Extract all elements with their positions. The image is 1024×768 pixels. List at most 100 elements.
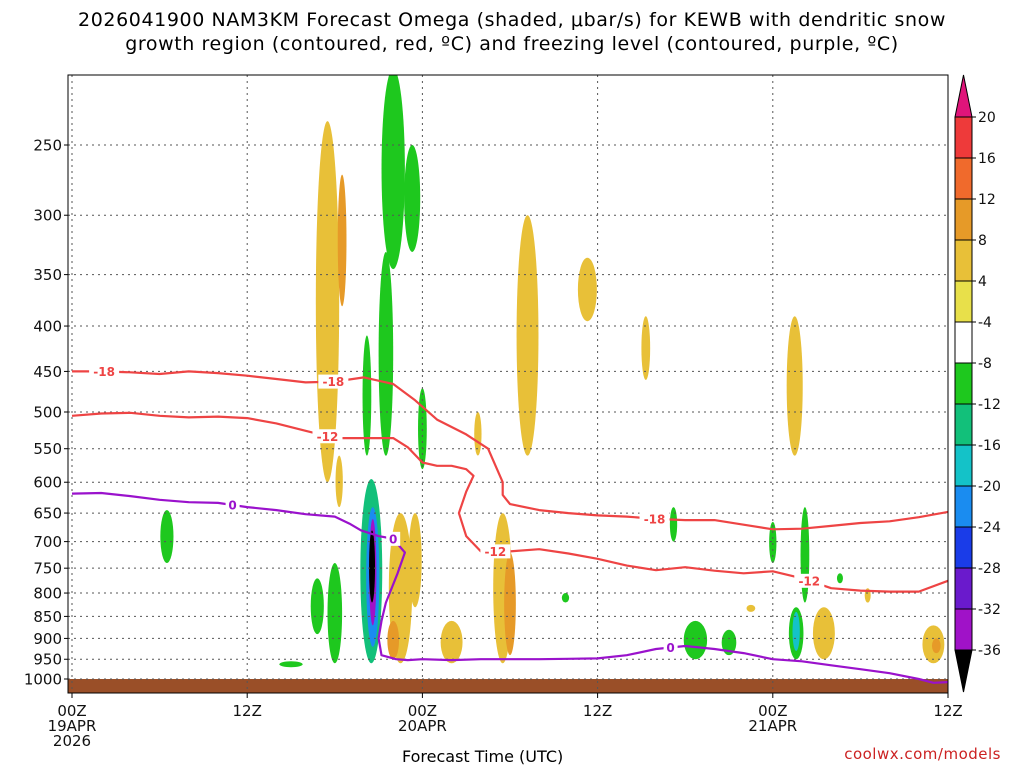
omega-shading [160,75,945,668]
colorbar: 20 16 12 8 4 -4 -8 -12 -16 -20 -24 -28 -32 -36 [954,74,1001,693]
omega-cell [381,75,405,270]
chart-title-line2: growth region (contoured, red, ºC) and f… [125,33,899,55]
y-tick-label: 750 [33,560,62,578]
colorbar-box [954,362,973,405]
omega-cell [315,121,340,483]
colorbar-box [954,116,973,159]
contour-label: -18 [322,375,344,389]
omega-cell [683,620,708,660]
omega-cell [931,638,941,654]
colorbar-label: -28 [978,561,1001,577]
contour-label: -12 [485,545,507,559]
y-tick-label: 400 [33,318,62,336]
omega-cell [378,251,394,456]
contour-label: 0 [666,641,674,655]
contour-label: 0 [228,498,236,512]
colorbar-box [954,321,973,364]
contour-label: -18 [644,512,666,526]
x-tick-label: 12Z [233,702,262,720]
y-tick-label: 550 [33,440,62,458]
colorbar-min-triangle [954,649,973,693]
omega-cell [404,145,421,252]
y-tick-label: 250 [33,137,62,155]
colorbar-label: -12 [978,397,1001,413]
contour-labels: -18 -18 -18 -12 -12 -12 0 0 0 [89,364,825,655]
contour-label-bg [225,497,240,512]
omega-cell [310,578,324,635]
y-tick-label: 600 [33,474,62,492]
colorbar-label: 4 [978,274,987,290]
x-tick-label: 00Z [758,702,787,720]
omega-cell [669,507,678,542]
y-tick-label: 350 [33,266,62,284]
colorbar-label: -24 [978,520,1001,536]
colorbar-label: -4 [978,315,992,331]
contour-label: -18 [93,365,115,379]
omega-cell [327,563,343,664]
x-tick-label: 00Z [57,702,86,720]
omega-cell [160,510,174,564]
contour-label-bg [89,364,120,379]
x-tick-label: 21APR [748,717,797,735]
colorbar-label: 12 [978,192,996,208]
colorbar-box [954,444,973,487]
omega-cell [279,661,303,668]
y-tick-label: 650 [33,505,62,523]
contour-0 [71,491,948,684]
omega-cell [362,335,372,456]
omega-cell [337,174,347,307]
colorbar-label: -36 [978,643,1001,659]
colorbar-box [954,608,973,651]
omega-cell [440,620,463,664]
contour-label-bg [663,640,678,655]
omega-cell [812,607,835,660]
contour--18 [72,370,948,531]
colorbar-box [954,157,973,200]
colorbar-label: 8 [978,233,987,249]
contour-label-bg [794,573,825,588]
y-tick-label: 500 [33,404,62,422]
omega-cell [369,530,376,603]
y-tick-label: 700 [33,533,62,551]
contour-label-bg [318,374,349,389]
omega-cell [387,620,400,660]
credit-link[interactable]: coolwx.com/models [844,745,1001,763]
colorbar-label: 20 [978,110,996,126]
contour-label-bg [312,429,343,444]
omega-cell [516,215,539,456]
chart-title-line1: 2026041900 NAM3KM Forecast Omega (shaded… [78,9,946,31]
omega-cell [335,455,343,508]
omega-cell [836,573,843,584]
surface-terrain [68,679,948,693]
colorbar-box [954,280,973,323]
y-tick-label: 800 [33,585,62,603]
x-tick-label: 19APR [48,717,97,735]
omega-cell [769,521,777,564]
omega-cell [746,604,756,612]
colorbar-label: -8 [978,356,992,372]
y-axis: 250 300 350 400 450 500 550 600 650 700 750 800 850 9… [24,137,68,689]
omega-cell [641,316,651,380]
omega-cell [408,513,422,608]
colorbar-box [954,485,973,528]
y-tick-label: 450 [33,363,62,381]
omega-cell [721,629,737,656]
colorbar-label: -16 [978,438,1001,454]
colorbar-box [954,403,973,446]
omega-cell [792,611,800,652]
colorbar-box [954,567,973,610]
contour-label-bg [480,544,511,559]
x-axis-title: Forecast Time (UTC) [402,747,564,766]
contour--12 [71,411,948,593]
x-tick-label: 12Z [583,702,612,720]
y-tick-label: 950 [33,651,62,669]
contour-label: 0 [389,532,397,546]
omega-cell [786,316,803,456]
y-tick-label: 850 [33,608,62,626]
y-tick-label: 300 [33,207,62,225]
colorbar-label: -20 [978,479,1001,495]
y-tick-label: 900 [33,630,62,648]
colorbar-box [954,239,973,282]
colorbar-box [954,526,973,569]
